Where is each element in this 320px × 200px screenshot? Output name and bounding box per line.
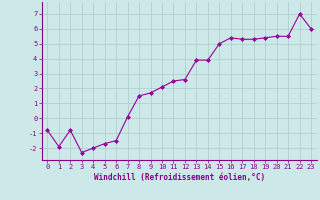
X-axis label: Windchill (Refroidissement éolien,°C): Windchill (Refroidissement éolien,°C) bbox=[94, 173, 265, 182]
